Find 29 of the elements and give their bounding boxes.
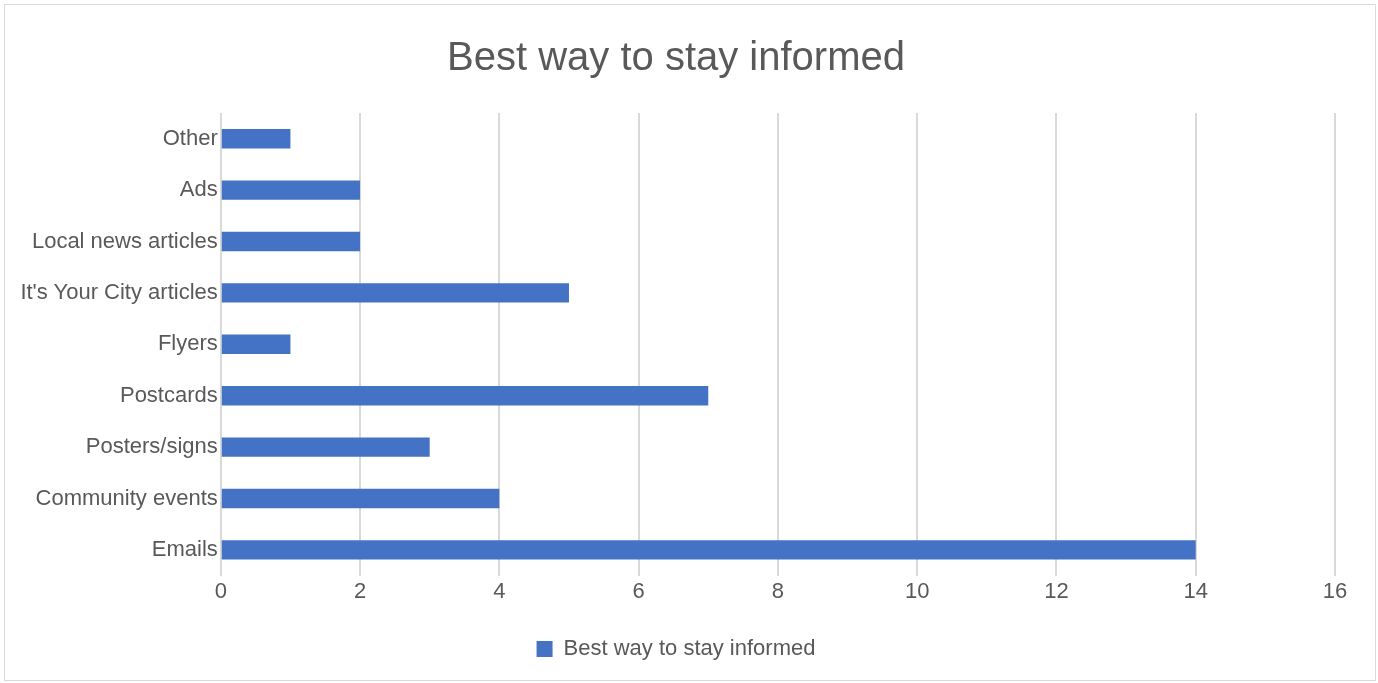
- y-tick-label: Ads: [179, 176, 218, 202]
- legend-label: Best way to stay informed: [563, 635, 816, 661]
- bar: [221, 180, 361, 200]
- x-tick-label: 2: [353, 577, 367, 603]
- bar: [221, 231, 361, 252]
- bar: [221, 437, 430, 457]
- bar: [221, 540, 1196, 560]
- y-tick-label: Other: [162, 124, 218, 150]
- x-tick-label: 16: [1322, 577, 1348, 603]
- x-tick-label: 4: [493, 577, 506, 603]
- x-tick-label: 12: [1044, 577, 1069, 603]
- chart-title: Best way to stay informed: [447, 34, 905, 79]
- y-tick-label: Community events: [35, 484, 218, 510]
- x-tick-label: 6: [632, 577, 645, 603]
- bar: [221, 385, 709, 406]
- y-tick-label: Postcards: [119, 381, 218, 407]
- y-tick-label: Posters/signs: [85, 433, 218, 459]
- y-tick-label: Emails: [151, 535, 218, 561]
- x-tick-label: 14: [1183, 577, 1208, 603]
- y-tick-label: Flyers: [157, 330, 218, 356]
- bar: [221, 334, 291, 355]
- x-tick-label: 10: [904, 577, 930, 603]
- y-tick-label: It's Your City articles: [20, 278, 218, 304]
- bar: [221, 488, 500, 509]
- bar: [221, 128, 291, 149]
- y-tick-label: Local news articles: [31, 227, 218, 253]
- bar: [221, 283, 569, 303]
- x-tick-label: 0: [214, 577, 227, 603]
- x-tick-label: 8: [771, 577, 785, 603]
